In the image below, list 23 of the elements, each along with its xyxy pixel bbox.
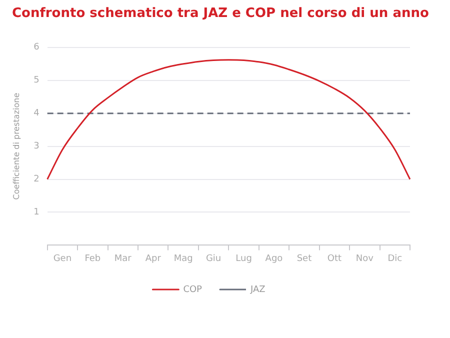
y-tick-label: 2 — [34, 174, 40, 185]
line-series — [46, 59, 411, 180]
legend-label: COP — [183, 284, 203, 295]
x-tick-label: Ott — [327, 254, 342, 264]
y-axis-title: Coefficiente di prestazione — [12, 92, 21, 200]
x-tick-label: Dic — [388, 254, 402, 264]
x-tick-label: Giu — [206, 254, 222, 264]
chart-title: Confronto schematico tra JAZ e COP nel corso di un anno — [12, 6, 429, 21]
y-tick-label: 5 — [34, 76, 40, 86]
x-tick-label: Mar — [114, 254, 132, 264]
x-tick-label: Ago — [265, 254, 284, 264]
x-tick-label: Feb — [84, 254, 101, 264]
y-tick-label: 4 — [34, 108, 40, 119]
x-tick-label: Apr — [145, 254, 162, 264]
y-tick-label: 1 — [34, 208, 40, 218]
x-tick-label: Mag — [174, 254, 193, 264]
x-tick-label: Lug — [236, 254, 252, 264]
y-tick-label: 3 — [34, 142, 40, 152]
x-tick-label: Nov — [356, 254, 374, 264]
y-tick-label: 6 — [34, 42, 40, 53]
x-tick-label: Gen — [53, 254, 72, 264]
x-tick-label: Set — [296, 254, 312, 264]
legend-label: JAZ — [249, 284, 266, 295]
